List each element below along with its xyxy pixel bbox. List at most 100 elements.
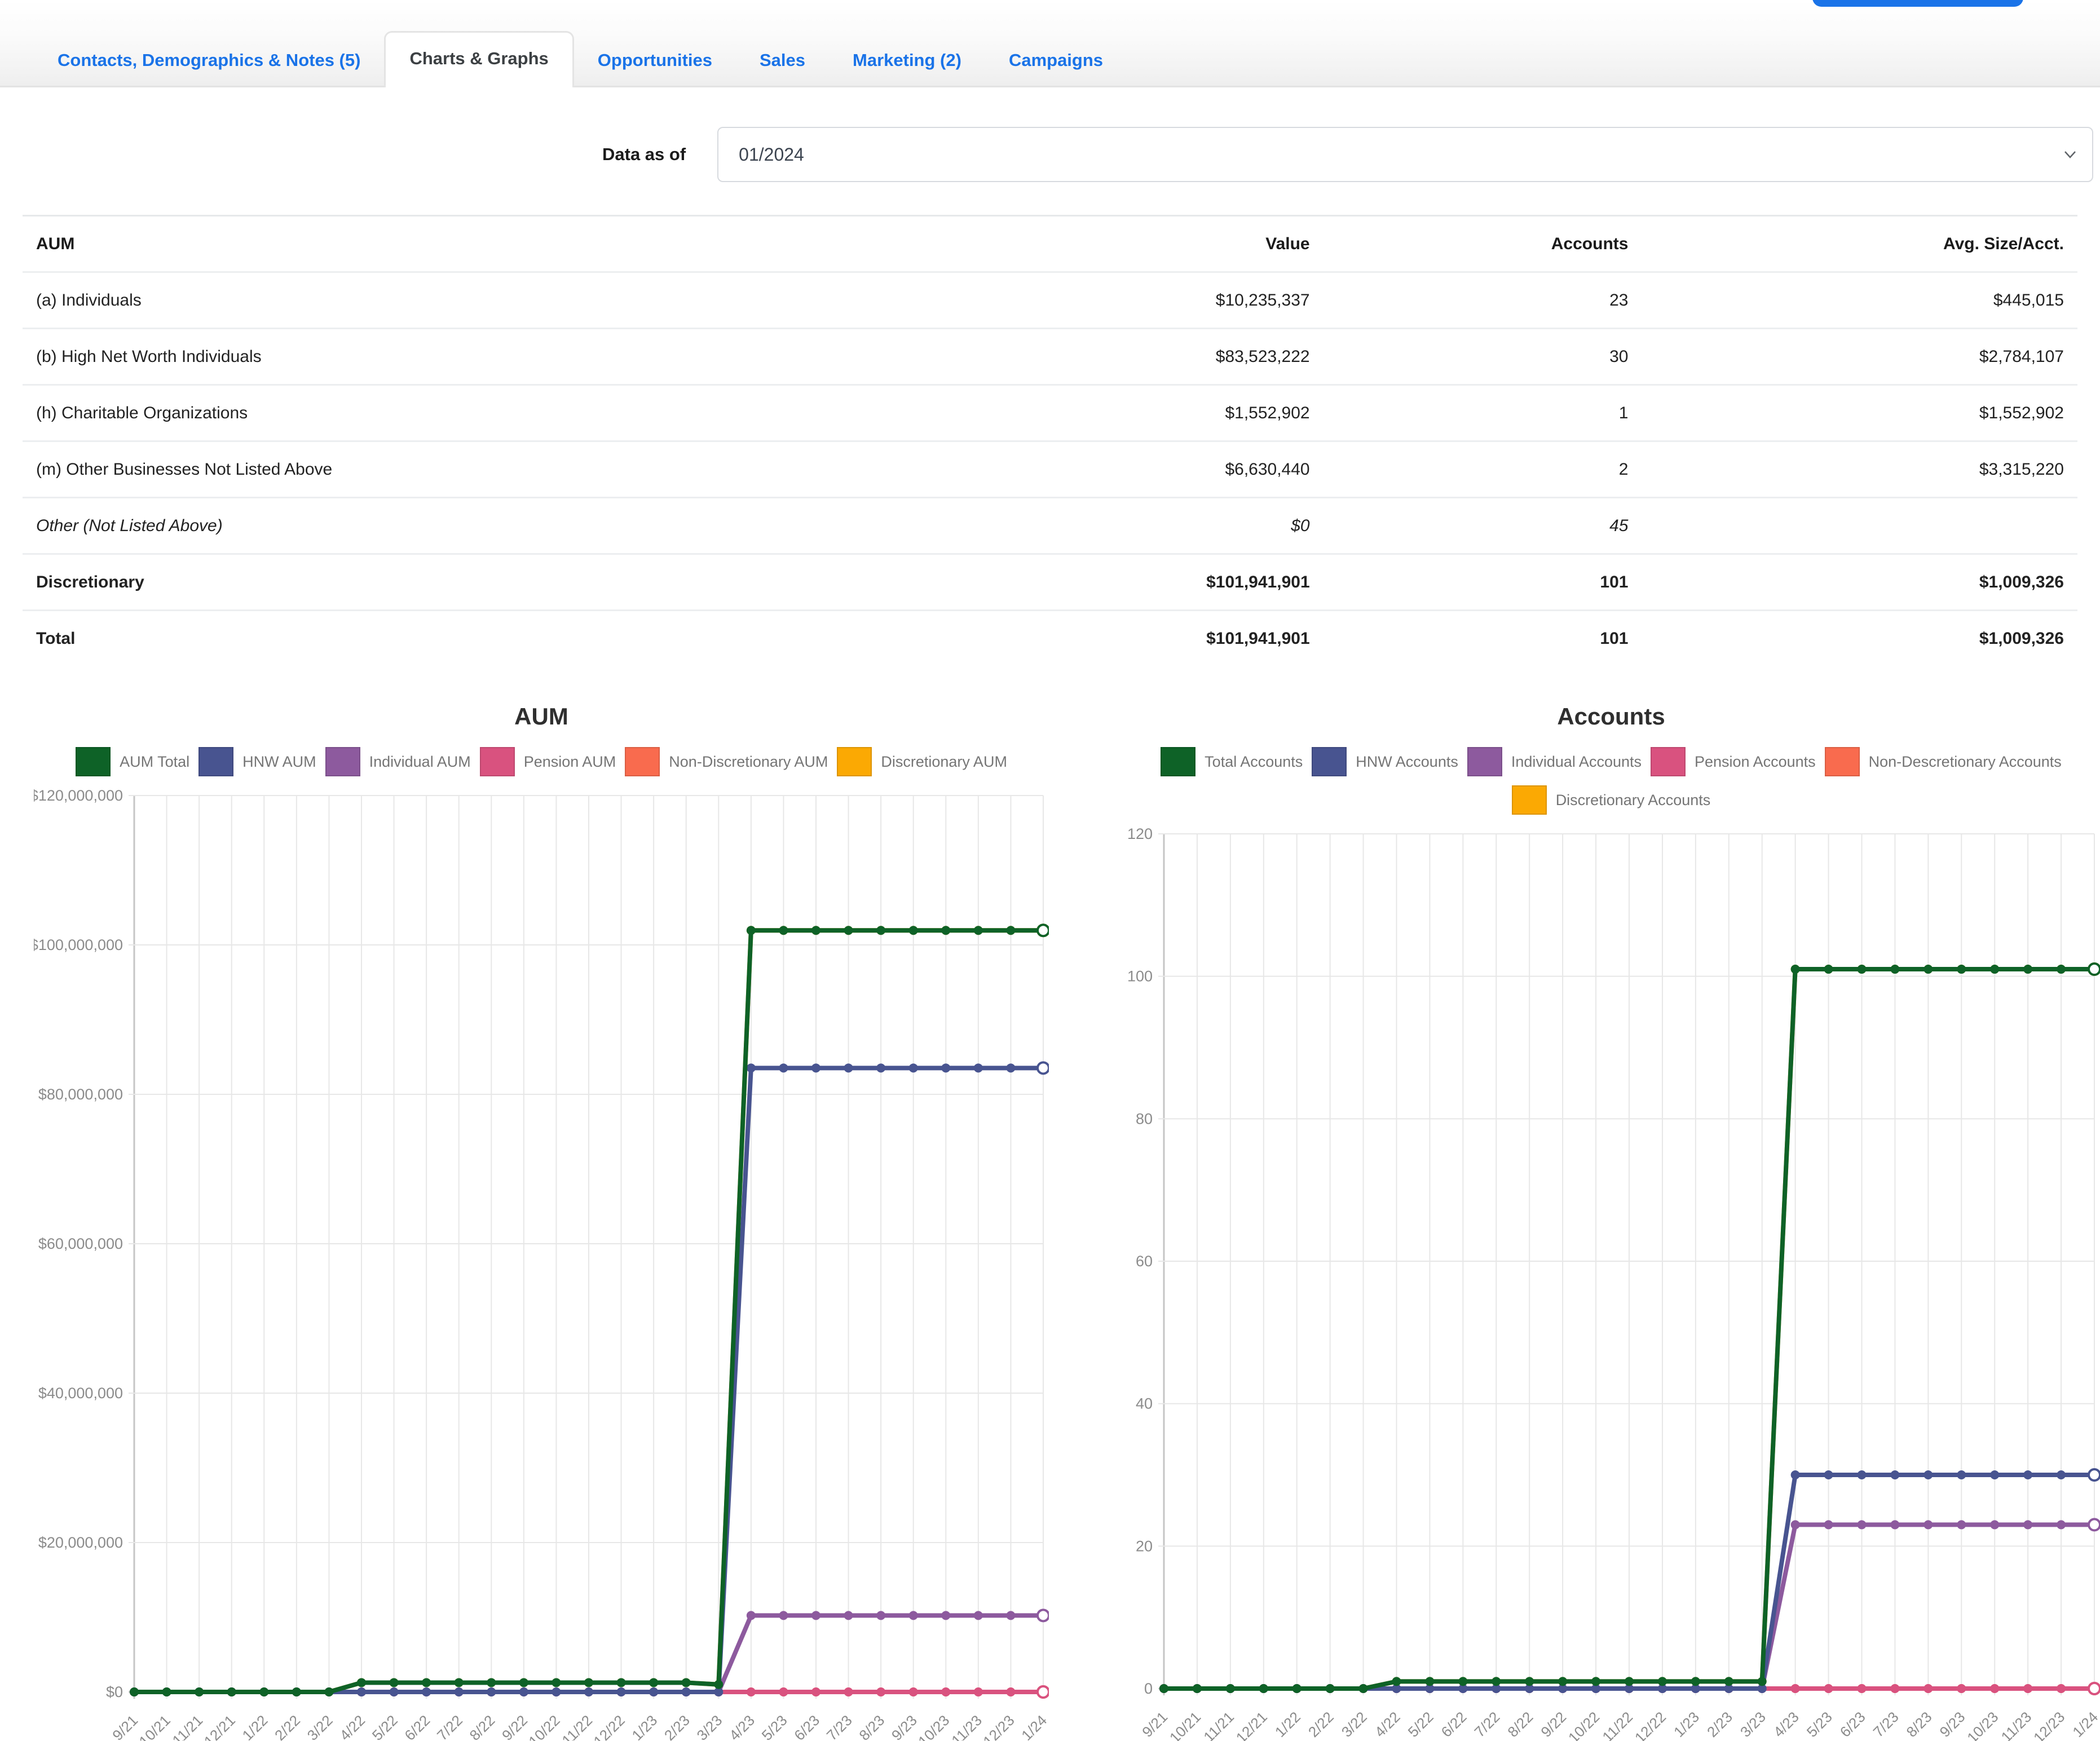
legend-swatch [625, 747, 660, 776]
legend-item-individual-aum[interactable]: Individual AUM [325, 747, 471, 776]
legend-item-hnw-aum[interactable]: HNW AUM [198, 747, 316, 776]
avg-size-cell: $1,009,326 [1642, 554, 2077, 611]
data-as-of-row: Data as of 01/2024 [602, 127, 2093, 182]
svg-text:6/22: 6/22 [401, 1712, 433, 1741]
svg-text:$100,000,000: $100,000,000 [34, 936, 123, 953]
column-header-avg-size-acct: Avg. Size/Acct. [1642, 216, 2077, 272]
tab-sales[interactable]: Sales [736, 34, 829, 87]
tab-header: Contacts, Demographics & Notes (5)Charts… [0, 0, 2100, 87]
row-label: (m) Other Businesses Not Listed Above [23, 441, 1024, 498]
svg-text:3/23: 3/23 [1737, 1708, 1769, 1740]
aum-chart: AUM AUM Total HNW AUM Individual AUM Pensio… [34, 703, 1049, 1741]
cut-off-primary-button[interactable] [1812, 0, 2023, 7]
tab-charts-graphs[interactable]: Charts & Graphs [384, 31, 573, 87]
tab-campaigns[interactable]: Campaigns [985, 34, 1127, 87]
legend-swatch [1312, 747, 1347, 776]
svg-text:9/22: 9/22 [1537, 1708, 1569, 1740]
tab-marketing-2[interactable]: Marketing (2) [829, 34, 985, 87]
legend-label: Pension AUM [524, 753, 616, 771]
svg-text:11/21: 11/21 [1200, 1708, 1237, 1741]
value-cell: $1,552,902 [1024, 385, 1323, 441]
svg-text:2/23: 2/23 [661, 1712, 693, 1741]
accounts-cell: 30 [1323, 329, 1642, 385]
avg-size-cell: $2,784,107 [1642, 329, 2077, 385]
column-header-accounts: Accounts [1323, 216, 1642, 272]
svg-text:$0: $0 [106, 1683, 123, 1700]
legend-item-discretionary-accounts[interactable]: Discretionary Accounts [1512, 785, 1711, 815]
svg-text:8/23: 8/23 [1903, 1708, 1935, 1740]
svg-text:4/22: 4/22 [336, 1712, 368, 1741]
svg-text:12/21: 12/21 [1233, 1708, 1270, 1741]
data-as-of-select[interactable]: 01/2024 [717, 127, 2093, 182]
svg-text:20: 20 [1136, 1537, 1153, 1554]
svg-text:4/23: 4/23 [1770, 1708, 1802, 1740]
legend-label: HNW AUM [242, 753, 316, 771]
svg-text:3/22: 3/22 [1338, 1708, 1370, 1740]
legend-label: Individual Accounts [1511, 753, 1642, 771]
legend-label: Pension Accounts [1695, 753, 1816, 771]
aum-summary-table: AUMValueAccountsAvg. Size/Acct. (a) Indi… [23, 215, 2077, 666]
avg-size-cell [1642, 498, 2077, 554]
legend-item-individual-accounts[interactable]: Individual Accounts [1467, 747, 1642, 776]
avg-size-cell: $445,015 [1642, 272, 2077, 329]
svg-text:11/22: 11/22 [558, 1712, 595, 1741]
legend-label: Discretionary Accounts [1556, 792, 1711, 809]
legend-swatch [1161, 747, 1195, 776]
legend-label: Discretionary AUM [881, 753, 1007, 771]
svg-text:2/22: 2/22 [271, 1712, 303, 1741]
svg-text:8/23: 8/23 [855, 1712, 888, 1741]
legend-item-non-descretionary-accounts[interactable]: Non-Descretionary Accounts [1825, 747, 2062, 776]
value-cell: $101,941,901 [1024, 554, 1323, 611]
tab-contacts-demographics-notes-5[interactable]: Contacts, Demographics & Notes (5) [34, 34, 384, 87]
accounts-chart: Accounts Total AccountsHNW AccountsIndiv… [1122, 703, 2100, 1741]
svg-text:40: 40 [1136, 1395, 1153, 1412]
legend-item-hnw-accounts[interactable]: HNW Accounts [1312, 747, 1458, 776]
accounts-cell: 2 [1323, 441, 1642, 498]
svg-text:4/23: 4/23 [726, 1712, 758, 1741]
page: Contacts, Demographics & Notes (5)Charts… [0, 0, 2100, 1741]
svg-text:7/22: 7/22 [1471, 1708, 1503, 1740]
legend-item-aum-total[interactable]: AUM Total [76, 747, 189, 776]
legend-item-discretionary-aum[interactable]: Discretionary AUM [837, 747, 1007, 776]
table-row-discretionary: Discretionary$101,941,901101$1,009,326 [23, 554, 2077, 611]
accounts-cell: 101 [1323, 611, 1642, 666]
aum-chart-title: AUM [34, 703, 1049, 730]
chevron-down-icon [2064, 151, 2076, 158]
row-label: Discretionary [23, 554, 1024, 611]
svg-text:0: 0 [1144, 1680, 1153, 1697]
row-label: (h) Charitable Organizations [23, 385, 1024, 441]
legend-swatch [480, 747, 515, 776]
charts-section: AUM AUM Total HNW AUM Individual AUM Pensio… [0, 703, 2100, 1741]
legend-label: Total Accounts [1205, 753, 1303, 771]
legend-item-total-accounts[interactable]: Total Accounts [1161, 747, 1303, 776]
legend-label: Non-Descretionary Accounts [1869, 753, 2062, 771]
svg-text:8/22: 8/22 [1504, 1708, 1536, 1740]
accounts-cell: 101 [1323, 554, 1642, 611]
svg-text:1/23: 1/23 [1670, 1708, 1702, 1740]
row-label: (b) High Net Worth Individuals [23, 329, 1024, 385]
table-row-h-charitable-organizations: (h) Charitable Organizations$1,552,9021$… [23, 385, 2077, 441]
aum-chart-plot: 9/2110/2111/2112/211/222/223/224/225/226… [34, 786, 1049, 1741]
svg-text:9/23: 9/23 [1936, 1708, 1969, 1740]
accounts-cell: 1 [1323, 385, 1642, 441]
tab-opportunities[interactable]: Opportunities [574, 34, 736, 87]
legend-label: HNW Accounts [1356, 753, 1458, 771]
svg-text:4/22: 4/22 [1371, 1708, 1404, 1740]
table-row-a-individuals: (a) Individuals$10,235,33723$445,015 [23, 272, 2077, 329]
svg-text:5/22: 5/22 [1405, 1708, 1437, 1740]
legend-swatch [198, 747, 233, 776]
svg-text:6/23: 6/23 [1837, 1708, 1869, 1740]
svg-text:12/21: 12/21 [201, 1712, 239, 1741]
legend-item-non-discretionary-aum[interactable]: Non-Discretionary AUM [625, 747, 828, 776]
svg-text:5/23: 5/23 [1803, 1708, 1836, 1740]
svg-text:11/23: 11/23 [1998, 1708, 2035, 1741]
svg-text:$40,000,000: $40,000,000 [38, 1385, 123, 1402]
svg-text:12/23: 12/23 [980, 1712, 1017, 1741]
legend-item-pension-accounts[interactable]: Pension Accounts [1651, 747, 1816, 776]
svg-text:2/23: 2/23 [1704, 1708, 1736, 1740]
tab-bar: Contacts, Demographics & Notes (5)Charts… [34, 31, 1127, 87]
avg-size-cell: $3,315,220 [1642, 441, 2077, 498]
table-row-total: Total$101,941,901101$1,009,326 [23, 611, 2077, 666]
legend-item-pension-aum[interactable]: Pension AUM [480, 747, 616, 776]
svg-text:10/22: 10/22 [525, 1712, 563, 1741]
